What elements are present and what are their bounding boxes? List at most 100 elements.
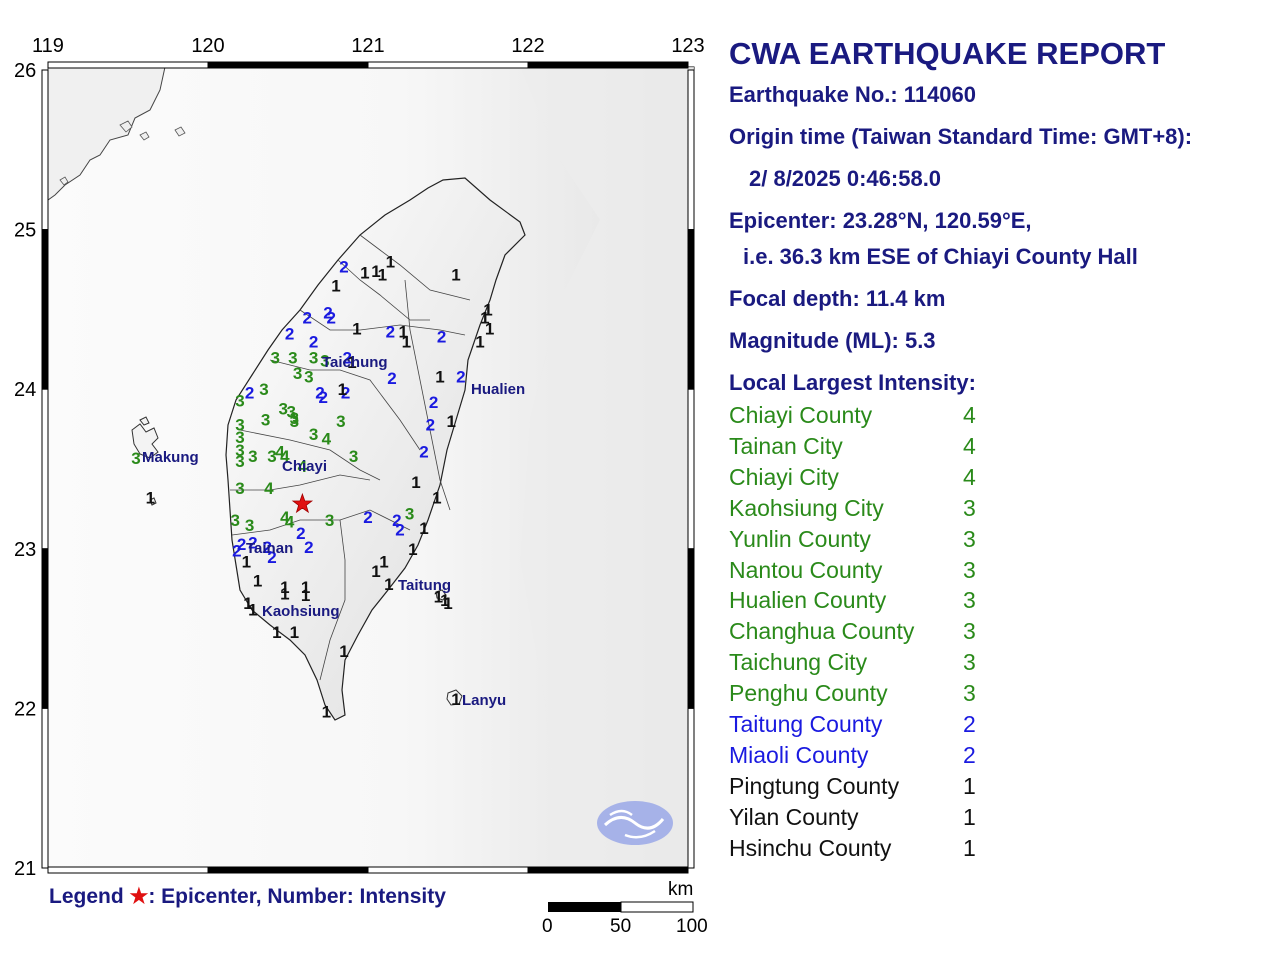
lat-tick-label: 24 [14, 379, 36, 401]
intensity-row: Taichung City 3 [729, 649, 989, 679]
station-intensity: 3 [235, 441, 244, 460]
station-intensity: 3 [288, 348, 297, 367]
station-intensity: 3 [304, 367, 313, 386]
station-intensity: 3 [325, 511, 334, 530]
frame-bar-bottom [47, 866, 209, 874]
intensity-row: Hualien County 3 [729, 587, 989, 617]
frame-bar-top [527, 61, 689, 69]
intensity-value: 3 [963, 587, 976, 614]
intensity-region: Taichung City [729, 649, 868, 676]
station-intensity: 3 [286, 403, 295, 422]
frame-bar-bottom [207, 866, 369, 874]
intensity-value: 3 [963, 525, 976, 552]
station-intensity: 2 [386, 323, 395, 342]
station-intensity: 2 [248, 533, 257, 552]
city-label: Chiayi [282, 458, 327, 475]
epicenter-text: Epicenter: 23.28°N, 120.59°E, [729, 208, 1032, 233]
station-intensity: 1 [301, 586, 310, 605]
station-intensity: 1 [432, 489, 441, 508]
intensity-region: Hsinchu County [729, 834, 892, 861]
station-intensity: 1 [480, 308, 489, 327]
longitude-labels: 119 120 121 122 123 [32, 35, 705, 57]
epicenter-star-icon: ★ [129, 885, 149, 908]
frame-bar-bottom [367, 866, 529, 874]
station-intensity: 1 [146, 489, 155, 508]
station-intensity: 2 [339, 257, 348, 276]
intensity-value: 3 [963, 556, 976, 583]
station-intensity: 1 [483, 300, 492, 319]
city-labels: Makung Chiayi Taichung Hualien Tainan Kaohsiu… [142, 354, 525, 709]
station-intensity: 1 [386, 253, 395, 272]
intensity-region: Hualien County [729, 587, 887, 614]
intensity-region: Pingtung County [729, 772, 900, 799]
station-intensity: 2 [426, 415, 435, 434]
station-intensity: 3 [349, 447, 358, 466]
station-intensity: 2 [342, 348, 351, 367]
scale-unit: km [668, 879, 694, 900]
station-intensity: 4 [298, 457, 308, 476]
station-intensity: 1 [352, 320, 361, 339]
lon-tick-label: 120 [191, 35, 224, 57]
intensity-value: 2 [963, 741, 976, 768]
station-intensity: 3 [235, 391, 244, 410]
intensity-value: 1 [963, 803, 976, 830]
station-intensity: 1 [280, 584, 289, 603]
station-intensity: 4 [285, 513, 295, 532]
intensity-value: 4 [963, 432, 976, 459]
station-intensity: 1 [347, 353, 356, 372]
scale-label-100: 100 [676, 916, 708, 937]
station-intensity: 3 [336, 412, 345, 431]
seafloor-shading [520, 67, 694, 867]
intensity-region: Kaohsiung City [729, 494, 884, 521]
origin-time-label: Origin time (Taiwan Standard Time: GMT+8… [729, 124, 1193, 149]
station-intensity: 3 [290, 412, 299, 431]
focal-depth: Focal depth: 11.4 km [729, 286, 946, 311]
station-intensity: 3 [248, 447, 257, 466]
station-intensity: 2 [245, 383, 254, 402]
intensity-row: Tainan City 4 [729, 433, 989, 463]
station-intensity: 2 [323, 304, 332, 323]
intensity-value: 4 [963, 402, 976, 428]
lat-tick-label: 26 [14, 60, 36, 82]
city-label: Taitung [398, 577, 451, 594]
intensity-region: Changhua County [729, 618, 915, 645]
station-intensity: 3 [131, 449, 140, 468]
lat-tick-label: 23 [14, 539, 36, 561]
frame-bar-right [687, 707, 695, 869]
city-label: Makung [142, 449, 199, 466]
station-intensity: 1 [331, 276, 340, 295]
station-intensity: 2 [267, 548, 276, 567]
station-intensity: 1 [475, 332, 484, 351]
frame-bar-top [47, 61, 209, 69]
station-intensity: 2 [318, 388, 327, 407]
lat-tick-label: 22 [14, 698, 36, 720]
intensity-value: 4 [963, 463, 976, 490]
frame-bar-right [687, 69, 695, 231]
frame-bar-left [41, 388, 49, 550]
lanyu-island [446, 689, 463, 706]
intensity-region: Taitung County [729, 711, 883, 737]
station-intensity: 3 [290, 409, 299, 428]
frame-bar-top [367, 61, 529, 69]
station-intensity: 4 [322, 430, 332, 449]
station-intensity: 1 [446, 412, 455, 431]
station-intensity: 3 [309, 348, 318, 367]
station-intensity: 2 [302, 308, 311, 327]
cwa-logo [597, 801, 673, 845]
station-intensity: 1 [242, 553, 251, 572]
origin-time: 2/ 8/2025 0:46:58.0 [749, 166, 942, 191]
station-intensity: 3 [270, 348, 279, 367]
frame-bar-right [687, 229, 695, 390]
station-intensity: 2 [285, 324, 294, 343]
lon-tick-label: 119 [32, 35, 64, 57]
scale-label-0: 0 [542, 916, 553, 937]
station-intensity: 3 [278, 399, 287, 418]
station-intensity: 1 [440, 591, 449, 610]
station-intensity: 1 [248, 600, 257, 619]
station-intensity: 2 [363, 508, 372, 527]
scale-label-50: 50 [610, 916, 632, 937]
lat-tick-label: 25 [14, 220, 36, 242]
intensity-value: 3 [963, 680, 976, 707]
